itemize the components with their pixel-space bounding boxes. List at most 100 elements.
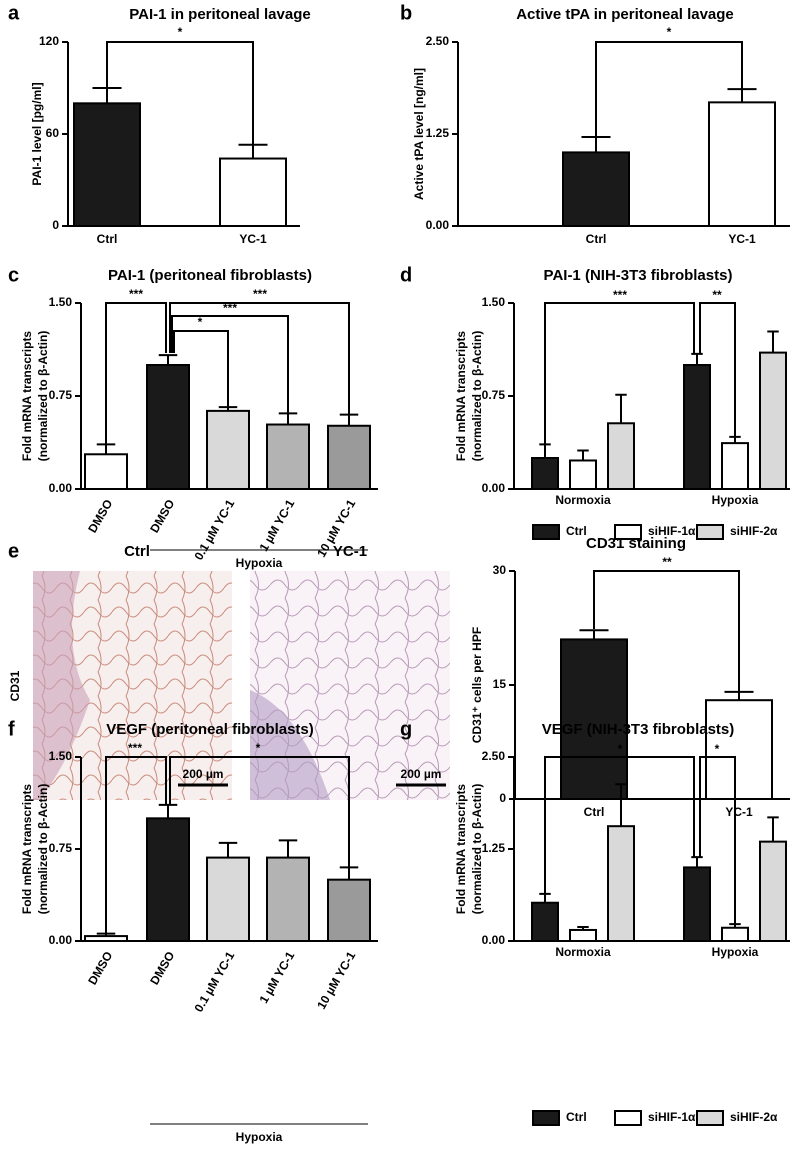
- error-bar: [767, 816, 779, 842]
- x-tick-label: DMSO: [85, 497, 115, 535]
- legend-label: siHIF-2α: [730, 1110, 778, 1124]
- image-title: Ctrl: [124, 543, 150, 560]
- y-tick-label: 0.00: [426, 218, 450, 232]
- error-bar: [92, 87, 122, 104]
- x-tick-label: 0.1 µM YC-1: [192, 497, 238, 563]
- group-label: Hypoxia: [236, 556, 283, 570]
- significance-bracket: [106, 41, 254, 145]
- y-axis-label: PAI-1 level [pg/ml]: [30, 82, 44, 185]
- x-tick-label: Ctrl: [584, 805, 605, 819]
- x-tick-label: YC-1: [239, 232, 267, 246]
- bar: [206, 856, 250, 942]
- bar: [721, 442, 749, 490]
- y-tick-label: 0.75: [49, 841, 73, 855]
- bar: [146, 364, 190, 490]
- significance-label: *: [256, 741, 261, 755]
- bar: [219, 157, 287, 228]
- y-axis-label: Fold mRNA transcripts: [20, 331, 34, 462]
- y-tick-label: 0.00: [482, 481, 506, 495]
- chart: d PAI-1 (NIH-3T3 fibroblasts) Fold mRNA tr…: [400, 264, 790, 540]
- y-tick-label: 60: [46, 126, 60, 140]
- bar: [569, 928, 597, 943]
- error-bar: [158, 803, 178, 819]
- legend-label: siHIF-1α: [648, 524, 696, 538]
- bar: [531, 457, 559, 490]
- bar: [708, 101, 776, 227]
- chart-title: CD31 staining: [586, 535, 686, 552]
- error-bar: [577, 449, 589, 461]
- bar: [607, 825, 635, 943]
- chart: e CD31 staining CD31⁺ cells per HPF 0 15 30 Ct…: [8, 535, 790, 819]
- error-bar: [615, 393, 627, 424]
- significance-label: **: [662, 555, 672, 569]
- panel-label: c: [8, 264, 19, 286]
- legend-swatch: [614, 524, 642, 540]
- x-tick-label: Normoxia: [555, 493, 611, 507]
- y-tick-label: 1.50: [49, 749, 73, 763]
- legend-swatch: [532, 524, 560, 540]
- legend-swatch: [614, 1110, 642, 1126]
- error-bar: [278, 839, 298, 858]
- significance-bracket: [105, 302, 167, 444]
- y-axis-label: Fold mRNA transcripts: [454, 331, 468, 462]
- significance-label: *: [667, 25, 672, 39]
- significance-bracket: [169, 302, 350, 414]
- significance-label: *: [178, 25, 183, 39]
- significance-bracket: [699, 302, 736, 437]
- x-tick-label: 10 µM YC-1: [314, 949, 358, 1012]
- bar: [683, 866, 711, 943]
- significance-label: **: [712, 288, 722, 302]
- chart: b Active tPA in peritoneal lavage Active t…: [400, 2, 790, 246]
- chart-title: Active tPA in peritoneal lavage: [516, 6, 734, 23]
- y-tick-label: 1.25: [482, 841, 506, 855]
- x-tick-label: 1 µM YC-1: [257, 949, 298, 1006]
- x-tick-label: DMSO: [147, 497, 177, 535]
- y-axis-label: CD31⁺ cells per HPF: [470, 627, 484, 743]
- bar: [531, 901, 559, 943]
- legend-label: Ctrl: [566, 1110, 587, 1124]
- y-tick-label: 0.75: [49, 388, 73, 402]
- error-bar: [691, 352, 703, 365]
- tissue-region: [250, 690, 330, 800]
- y-tick-label: 30: [493, 563, 507, 577]
- error-bar: [158, 354, 178, 365]
- x-tick-label: Hypoxia: [712, 945, 759, 959]
- bar: [84, 935, 128, 942]
- significance-bracket: [105, 756, 167, 934]
- y-axis-label: (normalized to β-Actin): [470, 331, 484, 462]
- bar: [73, 102, 141, 227]
- significance-label: *: [715, 742, 720, 756]
- bar: [560, 638, 628, 801]
- y-axis-label: (normalized to β-Actin): [36, 331, 50, 462]
- legend-swatch: [532, 1110, 560, 1126]
- significance-bracket: [593, 570, 740, 692]
- bar: [759, 351, 787, 490]
- y-tick-label: 0: [52, 218, 59, 232]
- x-tick-label: Ctrl: [97, 232, 118, 246]
- significance-label: ***: [613, 288, 627, 302]
- significance-label: ***: [253, 287, 267, 301]
- error-bar: [577, 926, 589, 930]
- x-tick-label: Normoxia: [555, 945, 611, 959]
- y-tick-label: 2.50: [426, 34, 450, 48]
- x-tick-label: DMSO: [85, 949, 115, 987]
- y-axis-label: Fold mRNA transcripts: [454, 784, 468, 915]
- significance-bracket: [544, 756, 695, 894]
- image-title: YC-1: [333, 543, 367, 560]
- error-bar: [218, 841, 238, 858]
- bar: [84, 453, 128, 490]
- error-bar: [339, 413, 359, 426]
- significance-label: *: [618, 742, 623, 756]
- error-bar: [581, 135, 611, 153]
- error-bar: [615, 783, 627, 827]
- chart: a PAI-1 in peritoneal lavage PAI-1 level […: [8, 2, 311, 246]
- error-bar: [724, 690, 754, 701]
- significance-bracket: [699, 756, 736, 924]
- y-tick-label: 1.50: [49, 295, 73, 309]
- chart-title: PAI-1 (NIH-3T3 fibroblasts): [544, 267, 733, 284]
- bar: [705, 699, 773, 801]
- y-axis-label: Fold mRNA transcripts: [20, 784, 34, 915]
- error-bar: [278, 412, 298, 425]
- bar: [327, 424, 371, 491]
- bar: [759, 840, 787, 943]
